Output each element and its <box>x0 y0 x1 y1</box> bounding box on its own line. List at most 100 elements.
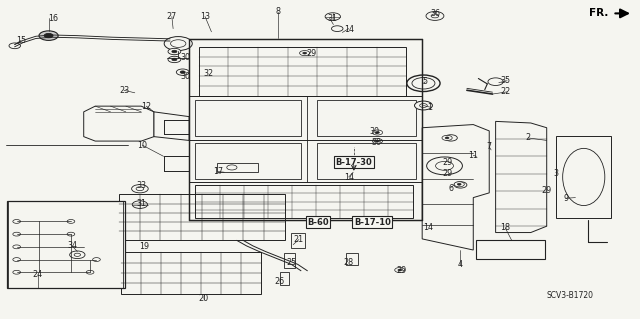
Polygon shape <box>189 39 422 220</box>
Bar <box>476 240 545 259</box>
Text: 15: 15 <box>16 36 26 45</box>
Text: 19: 19 <box>140 242 150 251</box>
Text: 34: 34 <box>67 241 77 250</box>
Text: SCV3-B1720: SCV3-B1720 <box>547 291 594 300</box>
Bar <box>121 252 261 293</box>
Circle shape <box>132 185 148 193</box>
Text: 13: 13 <box>200 12 210 21</box>
Ellipse shape <box>563 148 605 205</box>
Bar <box>195 143 301 179</box>
Bar <box>195 100 301 136</box>
Text: 14: 14 <box>344 173 354 182</box>
Circle shape <box>442 135 452 140</box>
Circle shape <box>303 52 307 54</box>
Text: 4: 4 <box>458 260 463 270</box>
Bar <box>119 195 285 241</box>
Circle shape <box>488 78 503 85</box>
Text: 28: 28 <box>344 258 354 267</box>
Circle shape <box>398 269 402 271</box>
Text: 22: 22 <box>500 87 510 96</box>
Text: 29: 29 <box>307 48 317 58</box>
Text: 14: 14 <box>344 25 354 34</box>
Circle shape <box>300 50 310 56</box>
Text: 29: 29 <box>541 186 552 195</box>
Circle shape <box>39 31 58 41</box>
Text: 1: 1 <box>428 103 433 112</box>
Text: 32: 32 <box>203 69 213 78</box>
Text: 31: 31 <box>136 199 146 208</box>
Bar <box>317 100 416 136</box>
Text: 14: 14 <box>424 223 433 232</box>
Circle shape <box>9 43 20 49</box>
Circle shape <box>227 165 237 170</box>
Text: B-17-10: B-17-10 <box>354 218 391 227</box>
Bar <box>216 163 258 172</box>
Polygon shape <box>422 124 489 250</box>
Text: 35: 35 <box>500 76 510 85</box>
Circle shape <box>176 69 189 75</box>
Polygon shape <box>556 136 611 218</box>
Circle shape <box>180 71 185 73</box>
Circle shape <box>395 268 405 272</box>
Text: 5: 5 <box>423 77 428 86</box>
Text: 6: 6 <box>449 184 453 193</box>
Bar <box>280 272 289 285</box>
Circle shape <box>332 26 343 32</box>
Text: 16: 16 <box>48 14 58 23</box>
Circle shape <box>132 201 148 208</box>
Text: 30: 30 <box>371 137 381 146</box>
Circle shape <box>426 11 444 20</box>
Text: 25: 25 <box>286 258 296 267</box>
Circle shape <box>172 50 177 53</box>
Circle shape <box>372 130 383 135</box>
Text: 26: 26 <box>275 277 285 286</box>
Circle shape <box>44 33 53 38</box>
Circle shape <box>458 183 461 185</box>
Text: 24: 24 <box>33 270 43 279</box>
Bar <box>346 253 358 265</box>
Circle shape <box>376 140 380 142</box>
Text: 21: 21 <box>294 235 304 244</box>
Text: B-17-30: B-17-30 <box>335 158 372 167</box>
Circle shape <box>168 48 180 55</box>
Circle shape <box>427 157 463 175</box>
Text: 7: 7 <box>486 142 492 151</box>
Text: 11: 11 <box>468 151 478 160</box>
Text: 31: 31 <box>328 14 338 23</box>
Text: 12: 12 <box>141 102 152 111</box>
Circle shape <box>376 131 380 133</box>
Circle shape <box>70 251 85 259</box>
Text: FR.: FR. <box>589 8 609 19</box>
Text: 30: 30 <box>369 127 380 136</box>
Bar <box>7 201 125 288</box>
Text: 23: 23 <box>119 86 129 95</box>
Circle shape <box>454 182 465 187</box>
Text: 30: 30 <box>181 53 191 62</box>
Text: 9: 9 <box>563 194 568 203</box>
Text: 27: 27 <box>166 12 177 21</box>
Bar <box>291 233 305 249</box>
Circle shape <box>407 75 440 92</box>
Circle shape <box>325 13 340 20</box>
Circle shape <box>172 58 177 61</box>
Text: 10: 10 <box>138 141 147 150</box>
Circle shape <box>445 137 449 139</box>
Bar <box>284 253 295 268</box>
Text: 33: 33 <box>136 181 146 190</box>
Text: 17: 17 <box>212 167 223 176</box>
Text: 8: 8 <box>276 7 281 16</box>
Polygon shape <box>84 106 154 141</box>
Text: 29: 29 <box>443 158 453 167</box>
Text: 20: 20 <box>198 294 209 303</box>
Polygon shape <box>154 112 189 140</box>
Text: B-60: B-60 <box>307 218 329 227</box>
Text: 30: 30 <box>181 72 191 81</box>
Circle shape <box>168 56 180 63</box>
Text: 29: 29 <box>443 169 453 178</box>
Circle shape <box>454 182 467 188</box>
Circle shape <box>372 138 383 144</box>
Text: 2: 2 <box>525 133 531 142</box>
Text: 29: 29 <box>397 265 407 275</box>
Bar <box>198 47 406 96</box>
Text: 3: 3 <box>554 169 559 178</box>
